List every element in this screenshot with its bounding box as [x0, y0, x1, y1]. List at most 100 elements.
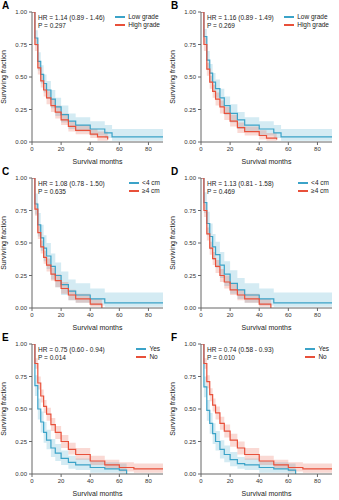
svg-text:40: 40 — [87, 478, 94, 484]
svg-text:1.00: 1.00 — [15, 175, 27, 181]
svg-text:40: 40 — [256, 146, 263, 152]
svg-text:0: 0 — [30, 312, 34, 318]
svg-text:80: 80 — [145, 478, 152, 484]
svg-text:0.50: 0.50 — [15, 240, 27, 246]
svg-text:60: 60 — [116, 312, 123, 318]
html-text:Low grade: Low grade — [297, 13, 328, 20]
svg-text:0.00: 0.00 — [184, 471, 196, 477]
html-text:HR = 1.08 (0.78 - 1.50): HR = 1.08 (0.78 - 1.50) — [38, 180, 105, 187]
svg-text:0.25: 0.25 — [15, 107, 27, 113]
svg-text:80: 80 — [314, 312, 321, 318]
html-text:No: No — [149, 353, 158, 360]
html-text:HR = 1.14 (0.89 - 1.46): HR = 1.14 (0.89 - 1.46) — [38, 14, 105, 21]
svg-text:80: 80 — [314, 478, 321, 484]
svg-text:40: 40 — [87, 312, 94, 318]
html-text:P = 0.297: P = 0.297 — [38, 22, 66, 29]
svg-text:60: 60 — [116, 478, 123, 484]
svg-text:Survival months: Survival months — [73, 324, 123, 331]
svg-text:0.50: 0.50 — [15, 74, 27, 80]
svg-text:1.00: 1.00 — [15, 341, 27, 347]
html-text:HR = 1.13 (0.81 - 1.58): HR = 1.13 (0.81 - 1.58) — [207, 180, 274, 187]
svg-text:20: 20 — [227, 312, 234, 318]
svg-text:60: 60 — [285, 312, 292, 318]
svg-text:20: 20 — [58, 312, 65, 318]
html-text:C: C — [2, 166, 10, 177]
html-text:<4 cm: <4 cm — [311, 179, 329, 186]
svg-text:0: 0 — [199, 146, 203, 152]
svg-text:Survival months: Survival months — [242, 158, 292, 165]
svg-text:0.00: 0.00 — [184, 139, 196, 145]
html-text:P = 0.469: P = 0.469 — [207, 188, 235, 195]
html-text:HR = 0.75 (0.60 - 0.94): HR = 0.75 (0.60 - 0.94) — [38, 346, 105, 353]
html-text:Yes: Yes — [149, 345, 160, 352]
svg-text:0: 0 — [30, 146, 34, 152]
svg-text:0.75: 0.75 — [15, 208, 27, 214]
html-text:E: E — [2, 332, 9, 343]
html-text:P = 0.010: P = 0.010 — [207, 354, 235, 361]
html-text:F: F — [171, 332, 178, 343]
svg-text:0.25: 0.25 — [184, 107, 196, 113]
html-text:HR = 1.16 (0.89 - 1.49): HR = 1.16 (0.89 - 1.49) — [207, 14, 274, 21]
svg-text:Surviving fraction: Surviving fraction — [169, 382, 177, 436]
svg-text:0.00: 0.00 — [184, 305, 196, 311]
svg-text:0.25: 0.25 — [15, 439, 27, 445]
svg-text:80: 80 — [145, 146, 152, 152]
svg-text:0: 0 — [199, 478, 203, 484]
svg-text:0.00: 0.00 — [15, 471, 27, 477]
svg-text:40: 40 — [256, 312, 263, 318]
svg-text:Survival months: Survival months — [242, 490, 292, 497]
svg-text:0.25: 0.25 — [15, 273, 27, 279]
svg-text:Surviving fraction: Surviving fraction — [169, 50, 177, 104]
svg-text:20: 20 — [227, 478, 234, 484]
html-text:High grade: High grade — [297, 21, 329, 28]
html-text:P = 0.269: P = 0.269 — [207, 22, 235, 29]
html-text:<4 cm: <4 cm — [142, 179, 160, 186]
svg-text:0: 0 — [199, 312, 203, 318]
svg-text:40: 40 — [87, 146, 94, 152]
svg-text:1.00: 1.00 — [184, 341, 196, 347]
svg-text:60: 60 — [285, 478, 292, 484]
html-text:B: B — [171, 0, 179, 11]
svg-text:60: 60 — [285, 146, 292, 152]
html-text:P = 0.635: P = 0.635 — [38, 188, 66, 195]
html-text:≥4 cm: ≥4 cm — [142, 187, 160, 194]
html-text:≥4 cm: ≥4 cm — [311, 187, 329, 194]
svg-text:0.00: 0.00 — [15, 305, 27, 311]
svg-text:20: 20 — [58, 478, 65, 484]
svg-text:1.00: 1.00 — [184, 9, 196, 15]
html-text:HR = 0.74 (0.58 - 0.93): HR = 0.74 (0.58 - 0.93) — [207, 346, 274, 353]
svg-text:0.75: 0.75 — [184, 42, 196, 48]
html-text:D: D — [171, 166, 179, 177]
svg-text:Surviving fraction: Surviving fraction — [169, 216, 177, 270]
svg-text:Surviving fraction: Surviving fraction — [8, 216, 9, 270]
svg-text:0.25: 0.25 — [184, 273, 196, 279]
svg-text:0.50: 0.50 — [184, 240, 196, 246]
html-text:Low grade: Low grade — [128, 13, 159, 20]
html-text:P = 0.014: P = 0.014 — [38, 354, 66, 361]
svg-text:0.75: 0.75 — [184, 208, 196, 214]
svg-text:80: 80 — [145, 312, 152, 318]
svg-text:0.25: 0.25 — [184, 439, 196, 445]
html-text:A: A — [2, 0, 10, 11]
svg-text:0.50: 0.50 — [15, 406, 27, 412]
svg-text:40: 40 — [256, 478, 263, 484]
svg-text:20: 20 — [58, 146, 65, 152]
svg-text:0.00: 0.00 — [15, 139, 27, 145]
svg-text:0.50: 0.50 — [184, 406, 196, 412]
html-text:High grade: High grade — [128, 21, 160, 28]
svg-text:80: 80 — [314, 146, 321, 152]
svg-text:20: 20 — [227, 146, 234, 152]
svg-text:0: 0 — [30, 478, 34, 484]
svg-text:1.00: 1.00 — [15, 9, 27, 15]
svg-text:0.75: 0.75 — [15, 42, 27, 48]
svg-text:1.00: 1.00 — [184, 175, 196, 181]
svg-text:0.75: 0.75 — [184, 374, 196, 380]
svg-text:Survival months: Survival months — [73, 490, 123, 497]
svg-text:Survival months: Survival months — [242, 324, 292, 331]
svg-text:0.50: 0.50 — [184, 74, 196, 80]
svg-text:0.75: 0.75 — [15, 374, 27, 380]
svg-text:60: 60 — [116, 146, 123, 152]
svg-text:Survival months: Survival months — [73, 158, 123, 165]
svg-text:Surviving fraction: Surviving fraction — [8, 382, 9, 436]
svg-text:Surviving fraction: Surviving fraction — [8, 50, 9, 104]
